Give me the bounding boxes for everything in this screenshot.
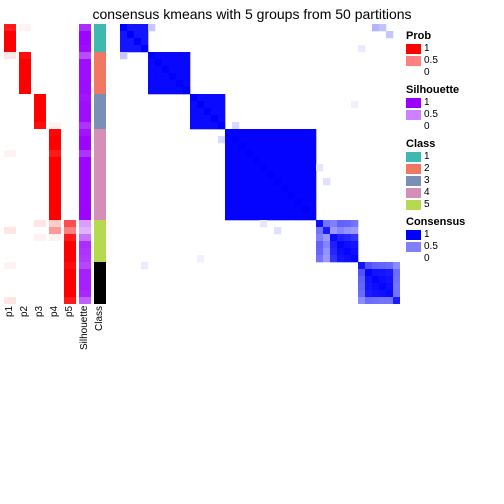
legend-class-item: 5 bbox=[406, 199, 465, 210]
ann-label-p4: p4 bbox=[49, 306, 61, 362]
legend-tick: 1 bbox=[406, 97, 465, 108]
legend-class-item: 3 bbox=[406, 175, 465, 186]
legend-panel: Prob10.50Silhouette10.50Class12345Consen… bbox=[400, 24, 465, 362]
ann-label-p1: p1 bbox=[4, 306, 16, 362]
legend-tick: 0.5 bbox=[406, 55, 465, 66]
ann-label-sil: Silhouette bbox=[79, 306, 91, 362]
heatmap-area: p1p2p3p4p5SilhouetteClass bbox=[4, 24, 400, 362]
legend-title: Silhouette bbox=[406, 84, 465, 96]
legend-class-item: 4 bbox=[406, 187, 465, 198]
legend-tick: 0 bbox=[406, 121, 465, 132]
legend-title: Consensus bbox=[406, 216, 465, 228]
legend-tick: 0 bbox=[406, 67, 465, 78]
page-title: consensus kmeans with 5 groups from 50 p… bbox=[0, 0, 504, 24]
legend-tick: 1 bbox=[406, 229, 465, 240]
ann-label-p3: p3 bbox=[34, 306, 46, 362]
legend-title: Prob bbox=[406, 30, 465, 42]
legend-title: Class bbox=[406, 138, 465, 150]
legend-tick: 1 bbox=[406, 43, 465, 54]
legend-tick: 0 bbox=[406, 253, 465, 264]
ann-label-p2: p2 bbox=[19, 306, 31, 362]
x-axis-labels: p1p2p3p4p5SilhouetteClass bbox=[4, 306, 400, 362]
legend-class-item: 1 bbox=[406, 151, 465, 162]
heatmap-svg bbox=[4, 24, 400, 304]
ann-label-p5: p5 bbox=[64, 306, 76, 362]
ann-label-class: Class bbox=[94, 306, 106, 362]
legend-class-item: 2 bbox=[406, 163, 465, 174]
legend-tick: 0.5 bbox=[406, 241, 465, 252]
legend-tick: 0.5 bbox=[406, 109, 465, 120]
